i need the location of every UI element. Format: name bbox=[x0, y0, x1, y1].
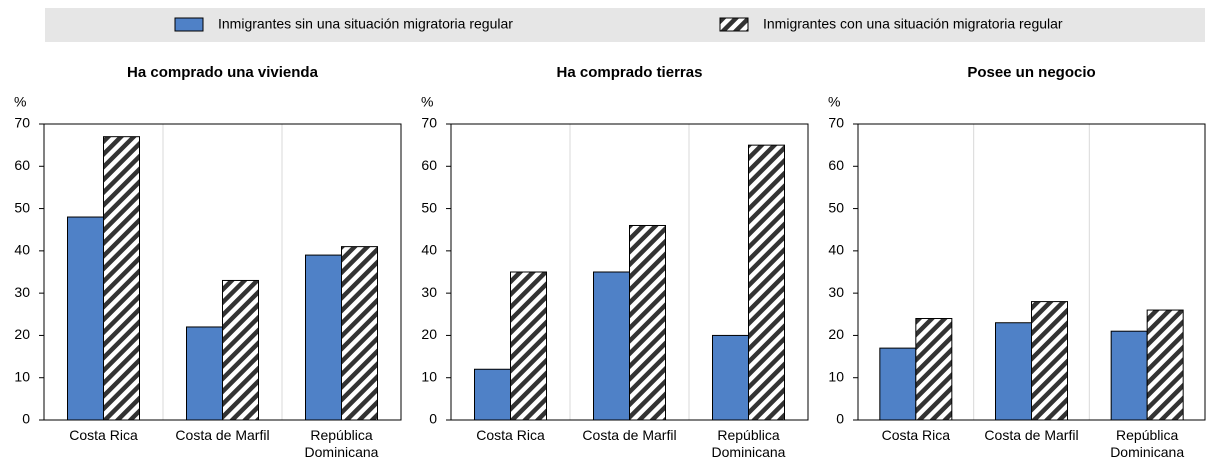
y-axis-label: % bbox=[421, 94, 433, 110]
y-axis-label: % bbox=[14, 94, 26, 110]
x-tick-label: Costa Rica bbox=[881, 427, 951, 443]
y-tick-label: 0 bbox=[429, 411, 437, 427]
bar bbox=[305, 254, 342, 421]
y-tick-label: 20 bbox=[14, 326, 30, 342]
y-tick-label: 50 bbox=[421, 199, 437, 215]
y-tick-label: 40 bbox=[828, 242, 844, 258]
chart-title: Ha comprado una vivienda bbox=[127, 64, 319, 81]
bar bbox=[222, 279, 259, 421]
legend-bg bbox=[45, 8, 1205, 42]
y-tick-label: 0 bbox=[836, 411, 844, 427]
bar bbox=[1110, 330, 1148, 421]
bar bbox=[474, 368, 511, 421]
legend-label: Inmigrantes sin una situación migratoria… bbox=[218, 16, 513, 32]
y-tick-label: 50 bbox=[828, 199, 844, 215]
y-tick-label: 30 bbox=[14, 284, 30, 300]
bar bbox=[915, 318, 953, 421]
bar bbox=[510, 271, 547, 421]
x-tick-label: Costa Rica bbox=[69, 427, 138, 443]
y-tick-label: 10 bbox=[14, 368, 30, 384]
y-tick-label: 70 bbox=[14, 115, 30, 131]
bar bbox=[103, 136, 140, 421]
y-tick-label: 10 bbox=[421, 368, 437, 384]
bar bbox=[186, 326, 223, 421]
y-tick-label: 30 bbox=[421, 284, 437, 300]
chart-title: Posee un negocio bbox=[967, 64, 1095, 81]
bar bbox=[629, 224, 666, 421]
x-tick-label: Costa de Marfil bbox=[582, 427, 677, 443]
chart-title: Ha comprado tierras bbox=[557, 64, 703, 81]
y-tick-label: 60 bbox=[828, 157, 844, 173]
x-tick-label: Costa de Marfil bbox=[984, 427, 1079, 443]
plot-border bbox=[857, 123, 1206, 421]
bar bbox=[879, 347, 917, 421]
y-tick-label: 50 bbox=[14, 199, 30, 215]
x-tick-label: Costa Rica bbox=[476, 427, 545, 443]
bar bbox=[1146, 309, 1184, 421]
x-tick-label: República Dominicana bbox=[711, 427, 786, 460]
legend-label: Inmigrantes con una situación migratoria… bbox=[763, 16, 1063, 32]
x-tick-label: República Dominicana bbox=[304, 427, 379, 460]
y-tick-label: 40 bbox=[421, 242, 437, 258]
y-tick-label: 70 bbox=[421, 115, 437, 131]
bar bbox=[712, 334, 749, 421]
legend-swatch bbox=[174, 17, 204, 32]
legend-swatch bbox=[719, 17, 749, 32]
y-tick-label: 70 bbox=[828, 115, 844, 131]
bar bbox=[341, 246, 378, 421]
y-tick-label: 30 bbox=[828, 284, 844, 300]
bar bbox=[1031, 301, 1068, 421]
y-tick-label: 40 bbox=[14, 242, 30, 258]
bar bbox=[67, 216, 104, 421]
y-tick-label: 0 bbox=[22, 411, 30, 427]
y-tick-label: 60 bbox=[14, 157, 30, 173]
x-tick-label: República Dominicana bbox=[1110, 427, 1185, 460]
bar bbox=[593, 271, 630, 421]
y-tick-label: 10 bbox=[828, 368, 844, 384]
y-tick-label: 60 bbox=[421, 157, 437, 173]
plot-border bbox=[450, 123, 809, 421]
y-tick-label: 20 bbox=[828, 326, 844, 342]
y-axis-label: % bbox=[828, 94, 840, 110]
plot-border bbox=[43, 123, 402, 421]
x-tick-label: Costa de Marfil bbox=[175, 427, 270, 443]
bar bbox=[748, 144, 785, 421]
bar bbox=[995, 322, 1032, 421]
y-tick-label: 20 bbox=[421, 326, 437, 342]
